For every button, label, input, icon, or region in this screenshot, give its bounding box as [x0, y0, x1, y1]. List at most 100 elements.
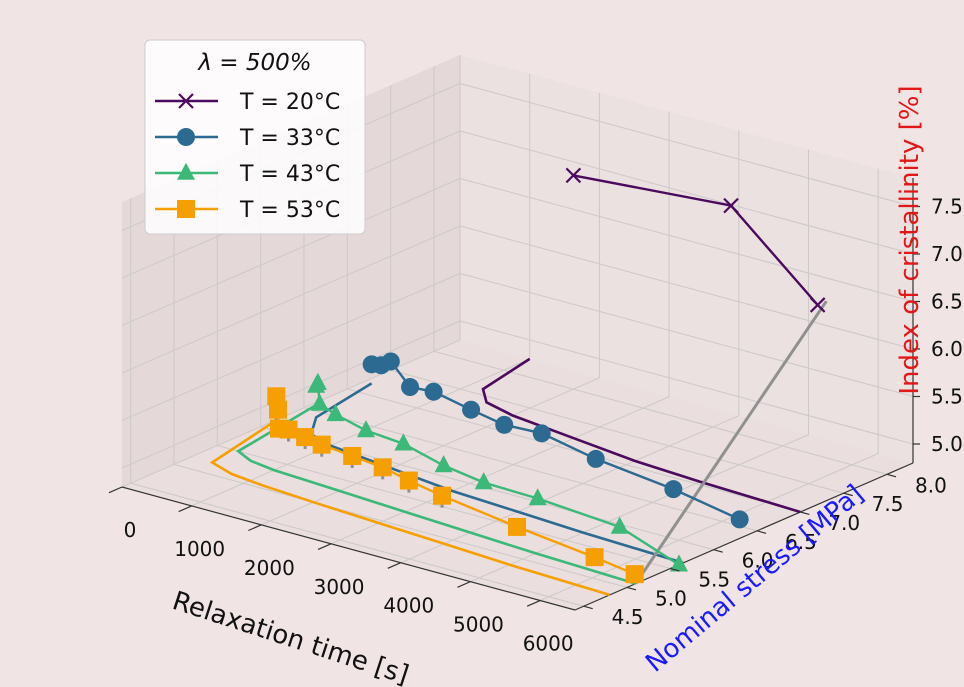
z-tick-label: 7.0 [931, 242, 963, 266]
data-point [401, 378, 420, 397]
data-point [565, 167, 582, 184]
z-tick-label: 6.0 [931, 337, 963, 361]
x-tick-mark [387, 562, 402, 569]
y-tick-label: 7.5 [872, 492, 904, 516]
data-point [424, 382, 443, 401]
y-tick-label: 5.5 [698, 568, 730, 592]
data-point [434, 455, 453, 473]
y-tick-label: 4.5 [612, 605, 644, 629]
z-tick-label: 7.5 [931, 195, 963, 219]
y-tick-label: 6.5 [785, 530, 817, 554]
tick-labels: 0 1000 2000 3000 4000 5000 6000 4.5 5.0 5.5 6.0 6.5… [108, 195, 963, 656]
y-tick-mark [713, 549, 723, 553]
x-axis-line [121, 486, 576, 611]
y-tick-mark [670, 567, 680, 572]
data-point [495, 415, 514, 434]
y-tick-label: 6.0 [742, 549, 774, 573]
data-point [343, 446, 362, 465]
y-tick-mark [843, 492, 853, 497]
data-point [399, 471, 418, 490]
x-tick-label: 1000 [174, 537, 225, 561]
legend-marker [177, 200, 195, 218]
x-tick-label: 4000 [383, 594, 434, 618]
data-point [373, 458, 392, 477]
data-point [312, 435, 331, 454]
data-point [308, 372, 327, 390]
axis-lines [121, 178, 914, 611]
y-tick-label: 8.0 [915, 473, 947, 497]
x-tick-label: 5000 [453, 613, 504, 637]
data-point [381, 352, 400, 371]
legend-label: T = 43°C [239, 162, 340, 187]
legend-marker [177, 162, 195, 180]
y-tick-mark [800, 511, 810, 516]
data-point [462, 400, 481, 419]
connector-line [634, 300, 828, 585]
data-point [267, 387, 286, 406]
data-point [279, 420, 298, 439]
data-point [532, 424, 551, 443]
y-tick-mark [626, 586, 637, 591]
x-tick-mark [248, 524, 262, 532]
legend-box [144, 39, 366, 235]
z-tick-label: 5.0 [931, 432, 963, 456]
curve-T = 53°C [209, 418, 611, 597]
data-point [586, 449, 605, 468]
legend-label: T = 20°C [239, 90, 340, 115]
x-tick-label: 6000 [523, 632, 574, 656]
y-axis-line [574, 462, 914, 611]
x-tick-mark [108, 486, 123, 494]
left-wall-pane [122, 55, 460, 487]
data-point [730, 510, 749, 529]
x-tick-label: 2000 [244, 556, 295, 580]
data-point [394, 433, 413, 451]
data-point [474, 472, 493, 490]
grid-line-z [121, 225, 914, 374]
x-tick-mark [178, 505, 192, 513]
curve-T = 43°C [235, 403, 637, 585]
y-tick-mark [583, 605, 593, 610]
legend-marker [177, 128, 195, 146]
data-point [670, 554, 688, 572]
back-wall-pane [460, 55, 913, 463]
data-point [528, 488, 547, 506]
z-tick-label: 6.5 [931, 290, 963, 314]
y-tick-mark [756, 530, 767, 534]
y-tick-label: 7.0 [828, 511, 860, 535]
grid-line-z [121, 272, 914, 422]
legend-label: T = 33°C [239, 126, 340, 151]
grid-line-z [121, 320, 914, 469]
data-point [326, 404, 345, 422]
data-point [296, 428, 315, 447]
legend-entries: T = 20°C T = 33°C T = 43°C T = 53°C [155, 90, 340, 223]
grid-line-y [260, 141, 714, 551]
legend-label: T = 53°C [239, 198, 340, 223]
legend: λ = 500% T = 20°C T = 33°C T = 43°C T = 53°… [144, 39, 366, 235]
data-point [310, 393, 329, 411]
grid-line-y [173, 179, 628, 588]
series-marks [267, 167, 826, 584]
grid-line-x [121, 55, 461, 488]
legend-title: λ = 500% [196, 50, 311, 76]
z-axis-label: Index of cristallinity [%] [895, 85, 925, 394]
data-point [508, 517, 527, 536]
data-point [357, 420, 375, 438]
grid-line-z [121, 177, 914, 327]
z-tick-label: 5.5 [931, 385, 963, 409]
data-point [625, 565, 644, 584]
data-point [723, 197, 739, 214]
legend-marker [178, 93, 194, 109]
data-point [433, 486, 452, 505]
x-axis-label: Relaxation time [s] [169, 586, 412, 687]
data-point [664, 480, 683, 499]
x-tick-label: 3000 [314, 575, 365, 599]
x-tick-mark [317, 543, 332, 550]
y-tick-label: 5.0 [655, 586, 687, 610]
x-tick-mark [526, 599, 541, 607]
grid-line-x [539, 168, 879, 602]
grid-line-y [130, 198, 584, 607]
y-tick-mark [886, 473, 897, 478]
data-point [610, 516, 629, 534]
x-tick-mark [457, 581, 471, 588]
